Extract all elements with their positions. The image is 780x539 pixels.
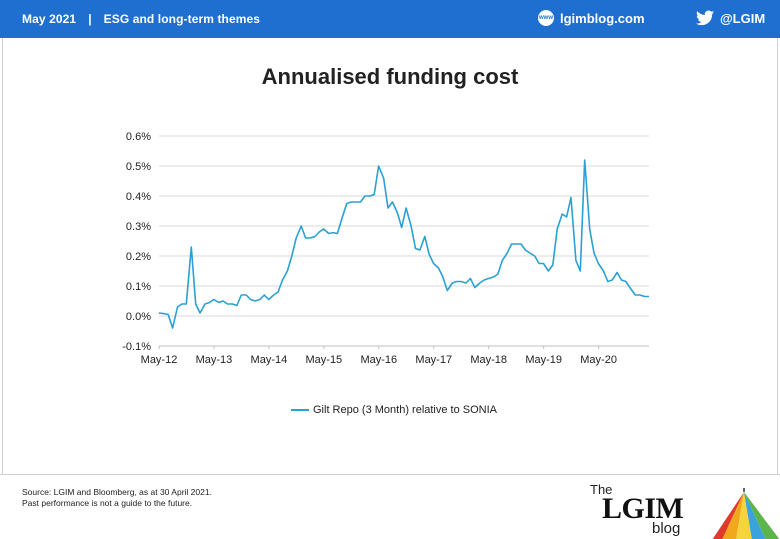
source-note: Source: LGIM and Bloomberg, as at 30 Apr… xyxy=(22,487,212,509)
top-banner: May 2021 | ESG and long-term themes www lg… xyxy=(0,0,780,38)
y-tick-label: 0.2% xyxy=(126,251,151,263)
x-tick-label: May-19 xyxy=(525,354,562,366)
header-date: May 2021 xyxy=(22,12,77,26)
y-tick-label: -0.1% xyxy=(122,341,151,353)
brand-lgim: LGIM xyxy=(602,492,684,525)
x-tick-label: May-15 xyxy=(306,354,343,366)
site-link[interactable]: www lgimblog.com xyxy=(538,10,645,26)
umbrella-logo-icon xyxy=(712,488,780,539)
content-frame xyxy=(2,38,778,474)
brand-blog: blog xyxy=(652,520,681,537)
header-breadcrumb: May 2021 | ESG and long-term themes xyxy=(22,12,260,26)
legend-label: Gilt Repo (3 Month) relative to SONIA xyxy=(313,404,498,416)
y-tick-label: 0.5% xyxy=(126,161,151,173)
twitter-handle: @LGIM xyxy=(720,10,766,26)
x-tick-label: May-13 xyxy=(196,354,233,366)
x-tick-label: May-17 xyxy=(415,354,452,366)
x-tick-label: May-12 xyxy=(141,354,178,366)
legend-swatch xyxy=(291,409,309,411)
header-section[interactable]: ESG and long-term themes xyxy=(103,12,261,26)
header-separator: | xyxy=(88,12,92,26)
x-tick-label: May-14 xyxy=(251,354,288,366)
brand-the: The xyxy=(590,482,613,497)
source-line-1: Source: LGIM and Bloomberg, as at 30 Apr… xyxy=(22,487,212,497)
x-tick-label: May-20 xyxy=(580,354,617,366)
site-label: lgimblog.com xyxy=(560,10,645,26)
y-tick-label: 0.3% xyxy=(126,221,151,233)
y-tick-label: 0.1% xyxy=(126,281,151,293)
chart-title: Annualised funding cost xyxy=(261,64,519,89)
x-tick-label: May-18 xyxy=(470,354,507,366)
y-tick-label: 0.0% xyxy=(126,311,151,323)
x-tick-label: May-16 xyxy=(360,354,397,366)
footer-divider xyxy=(0,474,780,475)
twitter-bird-icon xyxy=(696,10,714,26)
y-tick-label: 0.4% xyxy=(126,191,151,203)
source-line-2: Past performance is not a guide to the f… xyxy=(22,498,193,508)
www-icon: www xyxy=(538,10,554,26)
series-line xyxy=(158,159,649,329)
chart-legend: Gilt Repo (3 Month) relative to SONIA xyxy=(291,404,497,416)
twitter-link[interactable]: @LGIM xyxy=(696,10,765,26)
y-tick-label: 0.6% xyxy=(126,131,151,143)
lgim-blog-logo[interactable]: The LGIM blog xyxy=(590,482,780,539)
